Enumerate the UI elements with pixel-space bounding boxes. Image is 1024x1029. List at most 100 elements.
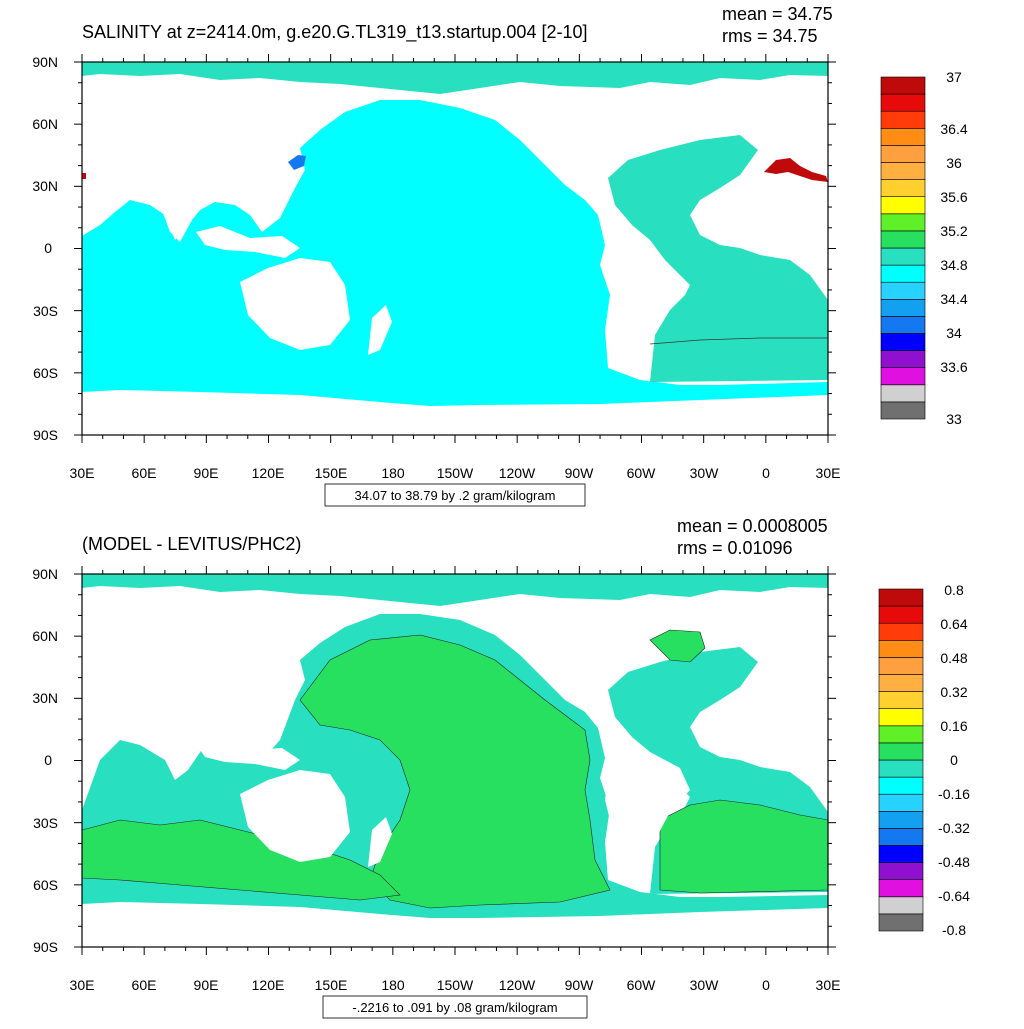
- bottom-map: 90N 60N 30N 0 30S 60S 90S 30E 60E 90E 12…: [32, 566, 841, 1019]
- top-x-label: 30W: [690, 465, 720, 481]
- top-colorbar-swatch: [880, 247, 926, 266]
- bottom-colorbar-swatch: [878, 896, 924, 915]
- top-y-label: 90N: [32, 54, 58, 70]
- top-colorbar-labels: 37 36.4 36 35.6 35.2 34.8 34.4 34 33.6 3…: [940, 69, 967, 427]
- top-axis-ticks: [74, 54, 836, 443]
- top-colorbar-swatch: [880, 162, 926, 180]
- bottom-colorbar-swatch: [878, 793, 924, 812]
- bottom-colorbar-label: -0.8: [942, 922, 966, 938]
- top-colorbar-swatch: [880, 93, 926, 112]
- bottom-panel: (MODEL - LEVITUS/PHC2) mean = 0.0008005 …: [32, 516, 970, 1019]
- top-colorbar-swatch: [880, 213, 926, 232]
- bottom-colorbar-swatch: [878, 588, 924, 607]
- bottom-colorbar-label: -0.48: [938, 854, 970, 870]
- top-atlantic-ocean: [608, 135, 828, 382]
- top-arctic-ocean: [82, 62, 828, 94]
- top-australia-land: [240, 258, 350, 350]
- bottom-colorbar-label: -0.64: [938, 888, 970, 904]
- top-x-label: 90E: [194, 465, 219, 481]
- top-x-label: 60E: [132, 465, 157, 481]
- top-x-label: 30E: [70, 465, 95, 481]
- bottom-colorbar-swatch: [878, 691, 924, 709]
- top-x-label: 60W: [627, 465, 657, 481]
- bottom-australia-land: [240, 770, 350, 862]
- bottom-y-label: 0: [44, 752, 52, 768]
- top-colorbar-label: 36.4: [940, 121, 967, 137]
- bottom-x-label: 180: [381, 977, 405, 993]
- bottom-x-label: 30W: [690, 977, 720, 993]
- bottom-range-box: [322, 995, 588, 1019]
- bottom-y-label: 30N: [32, 690, 58, 706]
- top-colorbar-label: 36: [946, 155, 962, 171]
- bottom-colorbar: [878, 588, 924, 932]
- bottom-x-label: 60E: [132, 977, 157, 993]
- bottom-colorbar-label: -0.16: [938, 786, 970, 802]
- top-rms: rms = 34.75: [722, 26, 818, 46]
- bottom-atlantic-green: [659, 799, 828, 894]
- top-india-land: [160, 203, 192, 242]
- top-x-label: 120W: [499, 465, 536, 481]
- top-colorbar-swatch: [880, 145, 926, 163]
- top-range-text: 34.07 to 38.79 by .2 gram/kilogram: [355, 488, 556, 503]
- bottom-colorbar-swatch: [878, 639, 924, 658]
- top-y-label: 30S: [33, 303, 58, 319]
- top-contour-line: [649, 337, 828, 345]
- bottom-colorbar-swatch: [878, 742, 924, 761]
- top-colorbar-swatch: [880, 110, 926, 129]
- bottom-colorbar-label: 0.64: [940, 616, 967, 632]
- top-mean: mean = 34.75: [722, 4, 833, 24]
- bottom-axis-ticks: [74, 566, 836, 955]
- top-range-box: [324, 483, 586, 507]
- top-x-label: 30E: [816, 465, 841, 481]
- bottom-colorbar-swatch: [878, 845, 924, 863]
- bottom-colorbar-swatch: [878, 725, 924, 744]
- top-colorbar-label: 34.4: [940, 291, 967, 307]
- bottom-colorbar-label: 0.32: [940, 684, 967, 700]
- bottom-y-label: 60S: [33, 877, 58, 893]
- bottom-colorbar-swatch: [878, 708, 924, 727]
- bottom-colorbar-swatch: [878, 828, 924, 846]
- bottom-colorbar-swatch: [878, 605, 924, 624]
- bottom-y-label: 90N: [32, 566, 58, 582]
- bottom-new-zealand-land: [368, 817, 392, 867]
- bottom-north-atlantic-green: [649, 629, 706, 663]
- bottom-x-label: 30E: [70, 977, 95, 993]
- bottom-colorbar-swatch: [878, 674, 924, 692]
- bottom-colorbar-swatch: [878, 622, 924, 641]
- top-mediterranean-sea: [764, 158, 828, 182]
- top-x-label: 90W: [565, 465, 595, 481]
- bottom-india-land: [160, 715, 192, 754]
- top-red-sliver: [82, 173, 86, 179]
- bottom-colorbar-label: -0.32: [938, 820, 970, 836]
- bottom-colorbar-swatch: [878, 810, 924, 829]
- bottom-y-label: 90S: [33, 939, 58, 955]
- bottom-colorbar-swatch: [878, 862, 924, 880]
- top-colorbar-swatch: [880, 230, 926, 249]
- top-title: SALINITY at z=2414.0m, g.e20.G.TL319_t13…: [82, 22, 588, 43]
- top-x-label: 120E: [252, 465, 285, 481]
- bottom-x-label: 0: [762, 977, 770, 993]
- bottom-x-axis-labels: 30E 60E 90E 120E 150E 180 150W 120W 90W …: [70, 977, 841, 993]
- bottom-x-label: 30E: [816, 977, 841, 993]
- top-colorbar-swatch: [880, 333, 926, 351]
- top-panel: SALINITY at z=2414.0m, g.e20.G.TL319_t13…: [32, 4, 968, 507]
- bottom-colorbar-swatch: [878, 913, 924, 932]
- bottom-title: (MODEL - LEVITUS/PHC2): [82, 534, 301, 554]
- top-colorbar-label: 33.6: [940, 359, 967, 375]
- top-colorbar-swatch: [880, 76, 926, 95]
- top-colorbar-label: 33: [946, 411, 962, 427]
- bottom-colorbar-swatch: [878, 657, 924, 675]
- bottom-colorbar-label: 0.48: [940, 650, 967, 666]
- top-colorbar-swatch: [880, 350, 926, 369]
- top-y-label: 30N: [32, 178, 58, 194]
- bottom-maritime-continent-land: [196, 738, 300, 770]
- top-colorbar-swatch: [880, 264, 926, 283]
- bottom-x-label: 150E: [315, 977, 348, 993]
- bottom-y-label: 30S: [33, 815, 58, 831]
- top-map: 90N 60N 30N 0 30S 60S 90S 30E 60E 90E 12…: [32, 54, 841, 507]
- top-colorbar: [880, 76, 926, 420]
- bottom-rms: rms = 0.01096: [677, 538, 793, 558]
- top-y-label: 60S: [33, 365, 58, 381]
